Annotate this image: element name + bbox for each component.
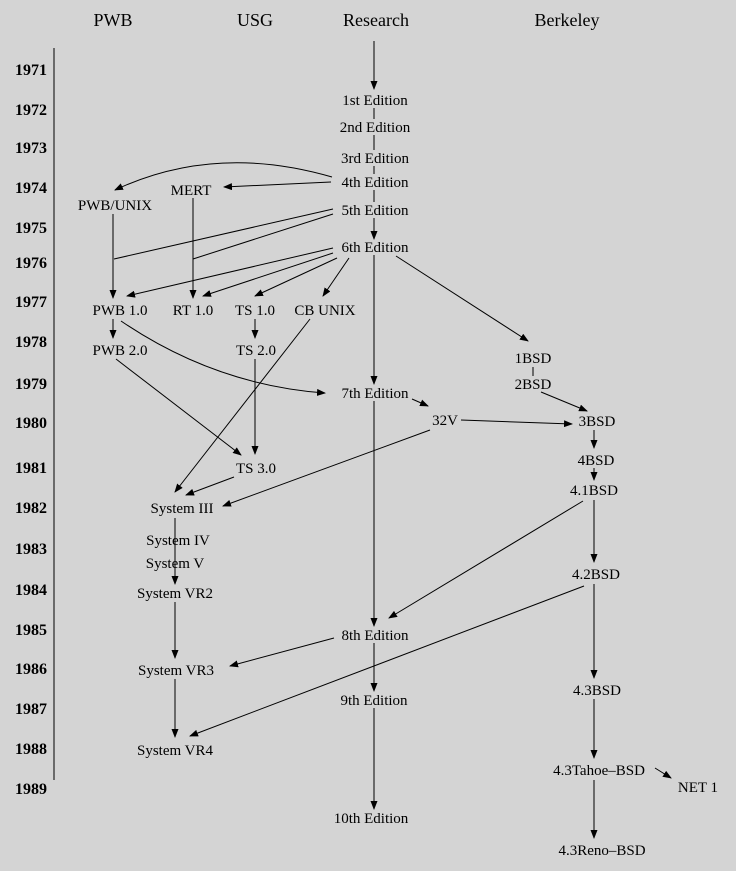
node-7th-edition: 7th Edition [341, 386, 409, 402]
year-1977: 1977 [15, 294, 47, 311]
edge-4th-edition-to-pwb-unix [114, 162, 333, 191]
node-net-1: NET 1 [678, 780, 718, 796]
node-4-3tahoe-bsd: 4.3Tahoe–BSD [553, 763, 645, 779]
node-ts-3-0: TS 3.0 [236, 461, 276, 477]
edges-layer [109, 41, 672, 839]
year-1972: 1972 [15, 102, 47, 119]
edge-cb-unix-to-system-iii [174, 318, 311, 493]
year-labels-layer: 1971 1972 1973 1974 1975 1976 1977 1978 1979 1980… [15, 62, 47, 798]
edge-6th-edition-to-pwb-1-0 [126, 247, 334, 298]
node-pwb-unix: PWB/UNIX [78, 198, 152, 214]
year-1975: 1975 [15, 220, 47, 237]
node-system-vr3: System VR3 [138, 663, 214, 679]
year-1985: 1985 [15, 622, 47, 639]
node-9th-edition: 9th Edition [340, 693, 408, 709]
year-1973: 1973 [15, 140, 47, 157]
node-mert: MERT [171, 183, 212, 199]
node-2bsd: 2BSD [515, 377, 552, 393]
node-ts-1-0: TS 1.0 [235, 303, 275, 319]
year-1971: 1971 [15, 62, 47, 79]
edge-pwb-1-0-to-7th-edition [120, 320, 326, 396]
year-1976: 1976 [15, 255, 47, 272]
year-1988: 1988 [15, 741, 47, 758]
edge-32v-to-system-iii [222, 429, 431, 507]
node-cb-unix: CB UNIX [294, 303, 355, 319]
edge-4-3tahoe-bsd-to-net-1 [654, 767, 672, 779]
year-1987: 1987 [15, 701, 47, 718]
edge-32v-to-3bsd [460, 419, 573, 428]
year-1984: 1984 [15, 582, 47, 599]
column-headers-layer: PWB USG Research Berkeley [93, 10, 599, 30]
node-4-2bsd: 4.2BSD [572, 567, 620, 583]
edge-4-2bsd-to-system-vr4 [189, 585, 585, 737]
edge-6th-edition-to-rt-1-0 [202, 252, 334, 297]
edge-5th-edition-to-mert-branch [192, 213, 334, 260]
column-header-pwb: PWB [93, 10, 132, 30]
year-1989: 1989 [15, 781, 47, 798]
node-4th-edition: 4th Edition [341, 175, 409, 191]
node-system-v: System V [146, 556, 205, 572]
node-6th-edition: 6th Edition [341, 240, 409, 256]
edge-5th-edition-to-pwb-branch [113, 208, 334, 260]
node-2nd-edition: 2nd Edition [340, 120, 411, 136]
year-1986: 1986 [15, 661, 47, 678]
edge-4-1bsd-to-8th-edition [388, 500, 584, 619]
edge-7th-edition-to-32v [411, 398, 429, 407]
node-10th-edition: 10th Edition [334, 811, 409, 827]
year-1978: 1978 [15, 334, 47, 351]
column-header-usg: USG [237, 10, 273, 30]
node-system-iii: System III [151, 501, 214, 517]
year-1980: 1980 [15, 415, 47, 432]
year-1982: 1982 [15, 500, 47, 517]
node-3bsd: 3BSD [579, 414, 616, 430]
edge-2bsd-to-3bsd [540, 391, 588, 412]
node-pwb-2-0: PWB 2.0 [92, 343, 147, 359]
node-1st-edition: 1st Edition [342, 93, 408, 109]
year-1974: 1974 [15, 180, 47, 197]
column-header-berkeley: Berkeley [535, 10, 600, 30]
edge-4th-edition-to-mert [223, 181, 332, 191]
node-1bsd: 1BSD [515, 351, 552, 367]
node-8th-edition: 8th Edition [341, 628, 409, 644]
nodes-layer: 1st Edition 2nd Edition 3rd Edition 4th Edi… [78, 93, 718, 859]
node-pwb-1-0: PWB 1.0 [92, 303, 147, 319]
year-1983: 1983 [15, 541, 47, 558]
column-header-research: Research [343, 10, 409, 30]
edge-ts-3-0-to-system-iii [185, 476, 235, 496]
edge-6th-edition-to-1bsd [395, 255, 529, 342]
edge-6th-edition-to-cb-unix [322, 257, 350, 297]
edge-pwb-2-0-to-ts-3-0 [115, 358, 242, 456]
node-3rd-edition: 3rd Edition [341, 151, 409, 167]
year-1981: 1981 [15, 460, 47, 477]
year-1979: 1979 [15, 376, 47, 393]
node-4bsd: 4BSD [578, 453, 615, 469]
node-4-3bsd: 4.3BSD [573, 683, 621, 699]
node-system-vr2: System VR2 [137, 586, 213, 602]
node-4-1bsd: 4.1BSD [570, 483, 618, 499]
node-ts-2-0: TS 2.0 [236, 343, 276, 359]
node-system-vr4: System VR4 [137, 743, 213, 759]
node-system-iv: System IV [146, 533, 210, 549]
node-5th-edition: 5th Edition [341, 203, 409, 219]
node-32v: 32V [432, 413, 458, 429]
node-rt-1-0: RT 1.0 [173, 303, 214, 319]
edge-6th-edition-to-ts-1-0 [254, 257, 338, 297]
node-4-3reno-bsd: 4.3Reno–BSD [558, 843, 645, 859]
edge-8th-edition-to-system-vr3 [229, 637, 335, 668]
